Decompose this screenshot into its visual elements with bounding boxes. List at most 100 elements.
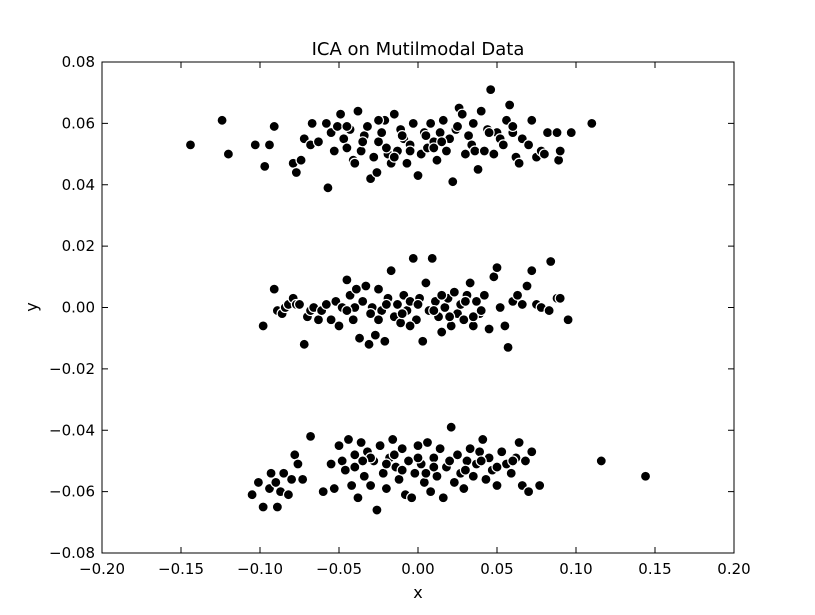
data-point-cluster-3 <box>278 467 290 479</box>
data-point-cluster-2 <box>357 295 369 307</box>
data-point-cluster-2 <box>341 304 353 317</box>
data-point-cluster-1 <box>290 166 302 179</box>
data-point-cluster-3 <box>464 443 476 455</box>
data-point-cluster-1 <box>434 126 446 139</box>
data-point-cluster-2 <box>467 320 479 332</box>
data-point-cluster-2 <box>347 314 359 326</box>
data-point-cluster-3 <box>434 443 446 455</box>
data-point-cluster-2 <box>380 298 392 311</box>
data-point-cluster-3 <box>409 467 421 479</box>
data-point-cluster-1 <box>459 148 471 160</box>
data-point-cluster-3 <box>448 476 460 489</box>
data-point-cluster-1 <box>462 130 475 142</box>
data-point-cluster-2 <box>502 341 514 353</box>
data-point-cluster-1 <box>259 160 271 172</box>
data-point-cluster-3 <box>357 455 369 467</box>
data-point-cluster-1 <box>361 120 374 133</box>
data-point-cluster-2 <box>428 304 440 317</box>
data-point-cluster-2 <box>478 289 490 301</box>
x-tick-label: 0.15 <box>638 560 671 578</box>
data-point-cluster-3 <box>328 482 340 495</box>
data-point-cluster-1 <box>488 148 500 160</box>
data-point-cluster-2 <box>341 274 353 286</box>
data-point-cluster-2 <box>562 314 574 326</box>
data-point-cluster-2 <box>333 320 345 332</box>
data-point-cluster-2 <box>257 320 269 332</box>
data-point-cluster-2 <box>325 314 337 326</box>
data-point-cluster-1 <box>349 157 361 169</box>
data-point-cluster-3 <box>428 452 440 464</box>
data-point-cluster-3 <box>377 467 389 479</box>
data-point-cluster-3 <box>513 436 525 449</box>
data-point-cluster-3 <box>534 479 546 492</box>
data-point-cluster-3 <box>396 443 408 455</box>
data-point-cluster-3 <box>458 482 470 495</box>
data-point-cluster-1 <box>322 182 334 194</box>
x-tick-label: 0.00 <box>401 560 434 578</box>
data-point-cluster-1 <box>440 145 453 157</box>
data-point-cluster-2 <box>365 308 377 320</box>
data-point-cluster-2 <box>391 298 404 311</box>
data-point-cluster-3 <box>342 433 355 446</box>
data-point-cluster-2 <box>494 301 506 314</box>
data-point-cluster-2 <box>385 265 397 277</box>
data-point-cluster-2 <box>445 320 457 332</box>
data-point-cluster-2 <box>363 338 375 350</box>
data-point-cluster-3 <box>271 501 283 513</box>
data-point-cluster-2 <box>436 289 448 301</box>
data-point-cluster-2 <box>412 298 424 311</box>
data-point-cluster-1 <box>306 117 318 129</box>
x-tick-label: 0.05 <box>480 560 513 578</box>
data-point-cluster-1 <box>447 176 459 188</box>
data-point-cluster-3 <box>402 455 415 467</box>
data-point-cluster-3 <box>437 492 449 504</box>
data-point-cluster-3 <box>451 449 464 461</box>
data-point-cluster-3 <box>282 489 295 501</box>
data-point-cluster-1 <box>371 166 383 179</box>
data-point-cluster-3 <box>412 439 424 452</box>
data-point-cluster-2 <box>483 323 495 335</box>
data-point-cluster-3 <box>595 455 607 467</box>
data-point-cluster-1 <box>355 145 367 157</box>
data-point-cluster-1 <box>407 117 419 129</box>
data-point-cluster-1 <box>249 139 261 151</box>
data-point-cluster-2 <box>417 335 429 347</box>
data-point-cluster-1 <box>376 126 388 139</box>
data-point-cluster-3 <box>474 446 486 458</box>
x-tick-label: 0.10 <box>559 560 592 578</box>
data-point-cluster-3 <box>522 486 535 498</box>
data-point-cluster-2 <box>545 255 557 268</box>
data-point-cluster-3 <box>519 455 532 467</box>
data-point-cluster-1 <box>388 108 400 120</box>
data-point-cluster-3 <box>374 439 386 452</box>
data-point-cluster-2 <box>521 280 533 292</box>
y-tick-label: −0.06 <box>49 483 95 501</box>
data-point-cluster-3 <box>475 455 487 467</box>
y-tick-label: −0.04 <box>49 421 95 439</box>
data-point-cluster-3 <box>639 470 652 482</box>
data-point-cluster-3 <box>349 449 361 461</box>
data-point-cluster-1 <box>504 99 516 111</box>
data-point-cluster-1 <box>320 117 332 129</box>
data-point-cluster-3 <box>265 467 277 479</box>
data-point-cluster-3 <box>388 449 400 461</box>
data-point-cluster-2 <box>458 314 470 326</box>
y-tick-label: 0.04 <box>62 176 95 194</box>
x-tick-label: −0.15 <box>158 560 204 578</box>
data-point-cluster-3 <box>346 479 358 492</box>
data-point-cluster-2 <box>491 262 503 274</box>
data-point-cluster-2 <box>404 320 416 332</box>
data-point-cluster-1 <box>372 114 385 126</box>
y-tick-label: −0.08 <box>49 544 95 562</box>
data-point-cluster-2 <box>350 283 362 295</box>
y-tick-label: 0.02 <box>62 237 95 255</box>
y-tick-label: 0.00 <box>62 299 95 317</box>
data-point-cluster-3 <box>505 467 517 479</box>
data-point-cluster-1 <box>436 136 448 148</box>
data-point-cluster-1 <box>401 157 413 169</box>
data-point-cluster-1 <box>222 148 234 160</box>
data-point-cluster-2 <box>467 311 479 323</box>
data-point-cluster-2 <box>475 304 487 317</box>
data-point-cluster-3 <box>480 473 492 485</box>
data-point-cluster-1 <box>425 117 437 129</box>
